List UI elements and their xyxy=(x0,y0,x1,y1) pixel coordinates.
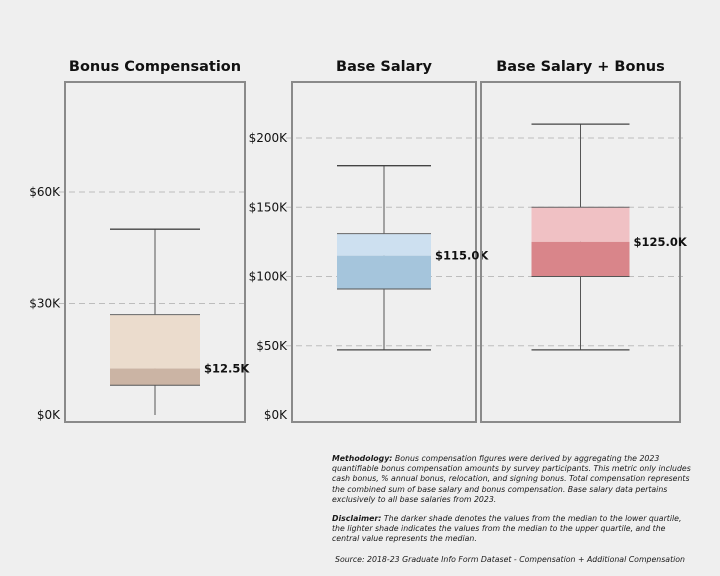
y-tick-label: $60K xyxy=(29,185,61,199)
box-upper-quartile xyxy=(531,207,630,242)
box-lower-quartile xyxy=(110,368,200,386)
disclaimer-note: Disclaimer: The darker shade denotes the… xyxy=(332,514,694,545)
methodology-text: Bonus compensation figures were derived … xyxy=(332,454,691,504)
chart-title-3: Base Salary + Bonus xyxy=(496,59,664,75)
methodology-label: Methodology: xyxy=(332,454,393,463)
disclaimer-text: The darker shade denotes the values from… xyxy=(332,514,682,544)
median-label: $12.5K xyxy=(204,362,250,376)
median-label: $125.0K xyxy=(634,235,688,249)
chart-title-1: Bonus Compensation xyxy=(69,59,241,75)
methodology-note: Methodology: Bonus compensation figures … xyxy=(332,454,694,505)
panel-frame-3 xyxy=(480,81,681,423)
y-tick-label: $50K xyxy=(256,339,288,353)
y-tick-label: $100K xyxy=(249,270,289,284)
median-label: $115.0K xyxy=(435,249,489,263)
y-tick-label: $0K xyxy=(264,408,288,422)
panel-frame-1 xyxy=(64,81,246,423)
y-tick-label: $30K xyxy=(29,297,61,311)
box-lower-quartile xyxy=(337,255,431,289)
source-note: Source: 2018-23 Graduate Info Form Datas… xyxy=(335,554,685,564)
panel-frame-2 xyxy=(291,81,477,423)
notes-block: Methodology: Bonus compensation figures … xyxy=(332,454,694,565)
box-lower-quartile xyxy=(531,241,630,277)
chart-title-2: Base Salary xyxy=(336,59,432,75)
y-tick-label: $200K xyxy=(249,131,289,145)
y-tick-label: $150K xyxy=(249,200,289,214)
box-upper-quartile xyxy=(337,233,431,256)
box-upper-quartile xyxy=(110,314,200,369)
disclaimer-label: Disclaimer: xyxy=(332,514,382,524)
y-tick-label: $0K xyxy=(37,408,61,422)
